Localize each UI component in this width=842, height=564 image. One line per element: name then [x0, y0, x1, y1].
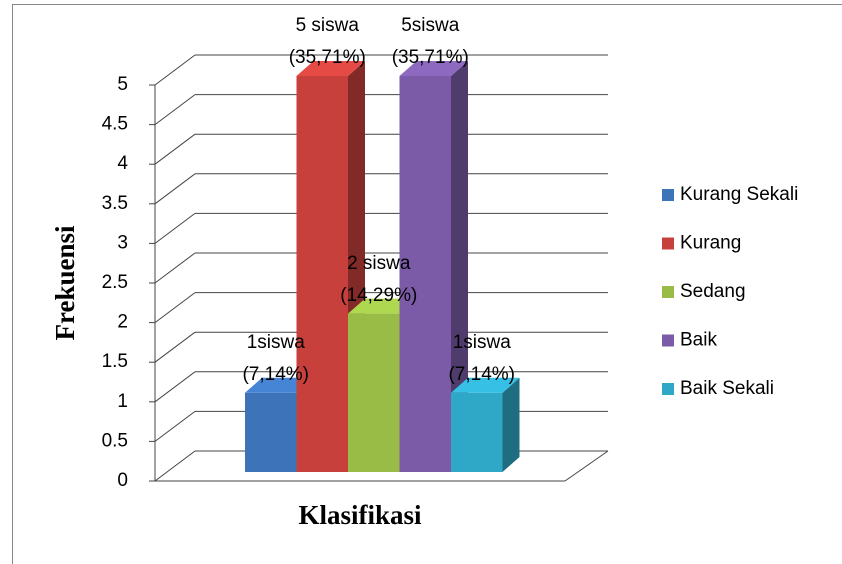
bar [451, 392, 503, 472]
grid-line [154, 173, 196, 205]
y-tick-label: 4 [117, 153, 128, 174]
bar-top [399, 61, 468, 76]
bar [296, 76, 348, 472]
y-tick-label: 1 [117, 391, 128, 412]
grid-line [154, 410, 196, 442]
bar [399, 76, 451, 472]
bar-top [296, 61, 365, 76]
bar-top [451, 377, 520, 393]
legend-swatch [662, 237, 674, 250]
legend-swatch [662, 334, 674, 347]
y-axis-title: Frekuensi [50, 225, 80, 341]
grid-line [154, 54, 196, 86]
bar-side [502, 377, 520, 472]
legend-label: Kurang Sekali [680, 184, 798, 205]
data-label: 1siswa (7,14%) [448, 331, 516, 385]
legend-swatch [662, 383, 674, 395]
grid-line [154, 94, 196, 125]
y-tick-label: 2 [117, 312, 128, 333]
legend-label: Kurang [680, 233, 741, 254]
y-tick-label: 5 [117, 74, 128, 95]
y-tick-label: 4.5 [102, 114, 128, 135]
y-tick-label: 2.5 [102, 272, 128, 293]
grid-line [154, 450, 196, 482]
legend-swatch [662, 189, 674, 201]
bar [348, 313, 400, 472]
y-tick-label: 0.5 [102, 430, 128, 451]
data-label: 5siswa (35,71%) [391, 15, 469, 68]
grid-line [154, 252, 196, 284]
x-axis-title: Klasifikasi [298, 500, 422, 530]
grid-line [154, 371, 196, 403]
y-tick-label: 0 [117, 470, 128, 491]
bar [245, 392, 297, 472]
legend-label: Sedang [680, 281, 746, 302]
data-label: 5 siswa (35,71%) [288, 15, 366, 68]
y-tick-label: 1.5 [102, 351, 128, 372]
bar-top [348, 298, 417, 314]
bar-top [245, 377, 314, 393]
y-tick-label: 3 [117, 232, 128, 253]
legend-label: Baik [680, 330, 717, 351]
legend-swatch [662, 286, 674, 298]
legend-label: Baik Sekali [680, 378, 774, 399]
data-label: 1siswa (7,14%) [242, 331, 310, 385]
bar-side [451, 61, 468, 472]
grid-line [154, 133, 196, 165]
y-tick-label: 3.5 [102, 193, 128, 214]
grid-line [154, 292, 196, 324]
floor-edge [564, 450, 609, 482]
chart-frame [12, 4, 842, 564]
data-label: 2 siswa (14,29%) [340, 252, 418, 306]
grid-line [154, 212, 196, 244]
grid-line [154, 331, 196, 363]
